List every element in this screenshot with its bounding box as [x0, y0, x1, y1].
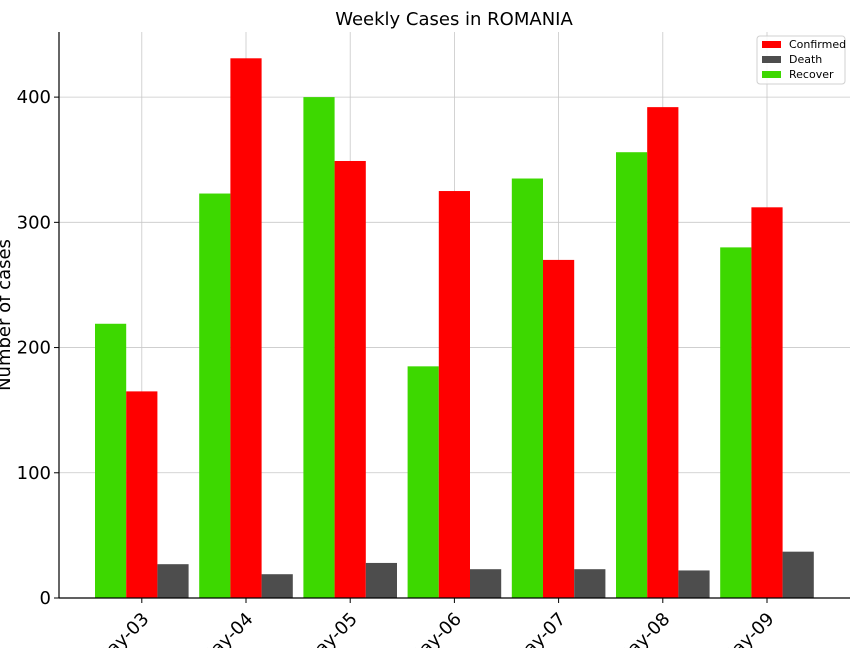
bar-confirmed-may-06	[438, 191, 470, 598]
bar-confirmed-may-08	[647, 107, 679, 598]
bar-death-may-09	[782, 551, 814, 598]
legend-label-recover: Recover	[789, 68, 834, 81]
bar-confirmed-may-09	[751, 207, 783, 598]
bar-recover-may-05	[303, 97, 335, 598]
x-tick-label: May-04	[196, 609, 258, 648]
legend-swatch-confirmed	[762, 41, 781, 48]
y-axis-label: Number of cases	[0, 239, 15, 391]
bar-recover-may-04	[199, 193, 231, 598]
bar-death-may-08	[678, 570, 710, 598]
legend: Confirmed Death Recover	[756, 35, 846, 85]
legend-swatch-death	[762, 56, 781, 63]
bars	[95, 58, 814, 599]
x-tick-label: May-06	[404, 609, 466, 648]
legend-label-death: Death	[789, 53, 822, 66]
x-ticks: May-03 May-04 May-05 May-06 May-07 May-08 May-…	[92, 598, 779, 648]
bar-recover-may-08	[616, 152, 648, 598]
x-tick-label: May-05	[300, 609, 362, 648]
legend-label-confirmed: Confirmed	[789, 38, 846, 51]
y-tick-label: 0	[40, 588, 51, 609]
bar-death-may-06	[470, 569, 502, 598]
bar-death-may-03	[157, 564, 189, 598]
bar-death-may-07	[574, 569, 606, 598]
x-tick-label: May-07	[508, 609, 570, 648]
x-tick-label: May-09	[717, 609, 779, 648]
chart-title: Weekly Cases in ROMANIA	[335, 9, 573, 30]
bar-confirmed-may-04	[230, 58, 262, 599]
bar-confirmed-may-03	[126, 391, 158, 598]
y-ticks: 0 100 200 300 400	[17, 87, 59, 609]
bar-recover-may-03	[95, 323, 127, 598]
bar-recover-may-07	[511, 178, 543, 598]
bar-death-may-04	[261, 574, 293, 598]
y-tick-label: 200	[17, 338, 51, 359]
y-tick-label: 300	[17, 212, 51, 233]
bar-recover-may-06	[407, 366, 439, 598]
legend-swatch-recover	[762, 71, 781, 78]
bar-confirmed-may-07	[543, 259, 575, 598]
bar-confirmed-may-05	[334, 160, 366, 598]
x-tick-label: May-03	[92, 609, 154, 648]
x-tick-label: May-08	[613, 609, 675, 648]
y-tick-label: 400	[17, 87, 51, 108]
y-tick-label: 100	[17, 463, 51, 484]
bar-recover-may-09	[720, 247, 752, 598]
bar-death-may-05	[365, 562, 397, 598]
